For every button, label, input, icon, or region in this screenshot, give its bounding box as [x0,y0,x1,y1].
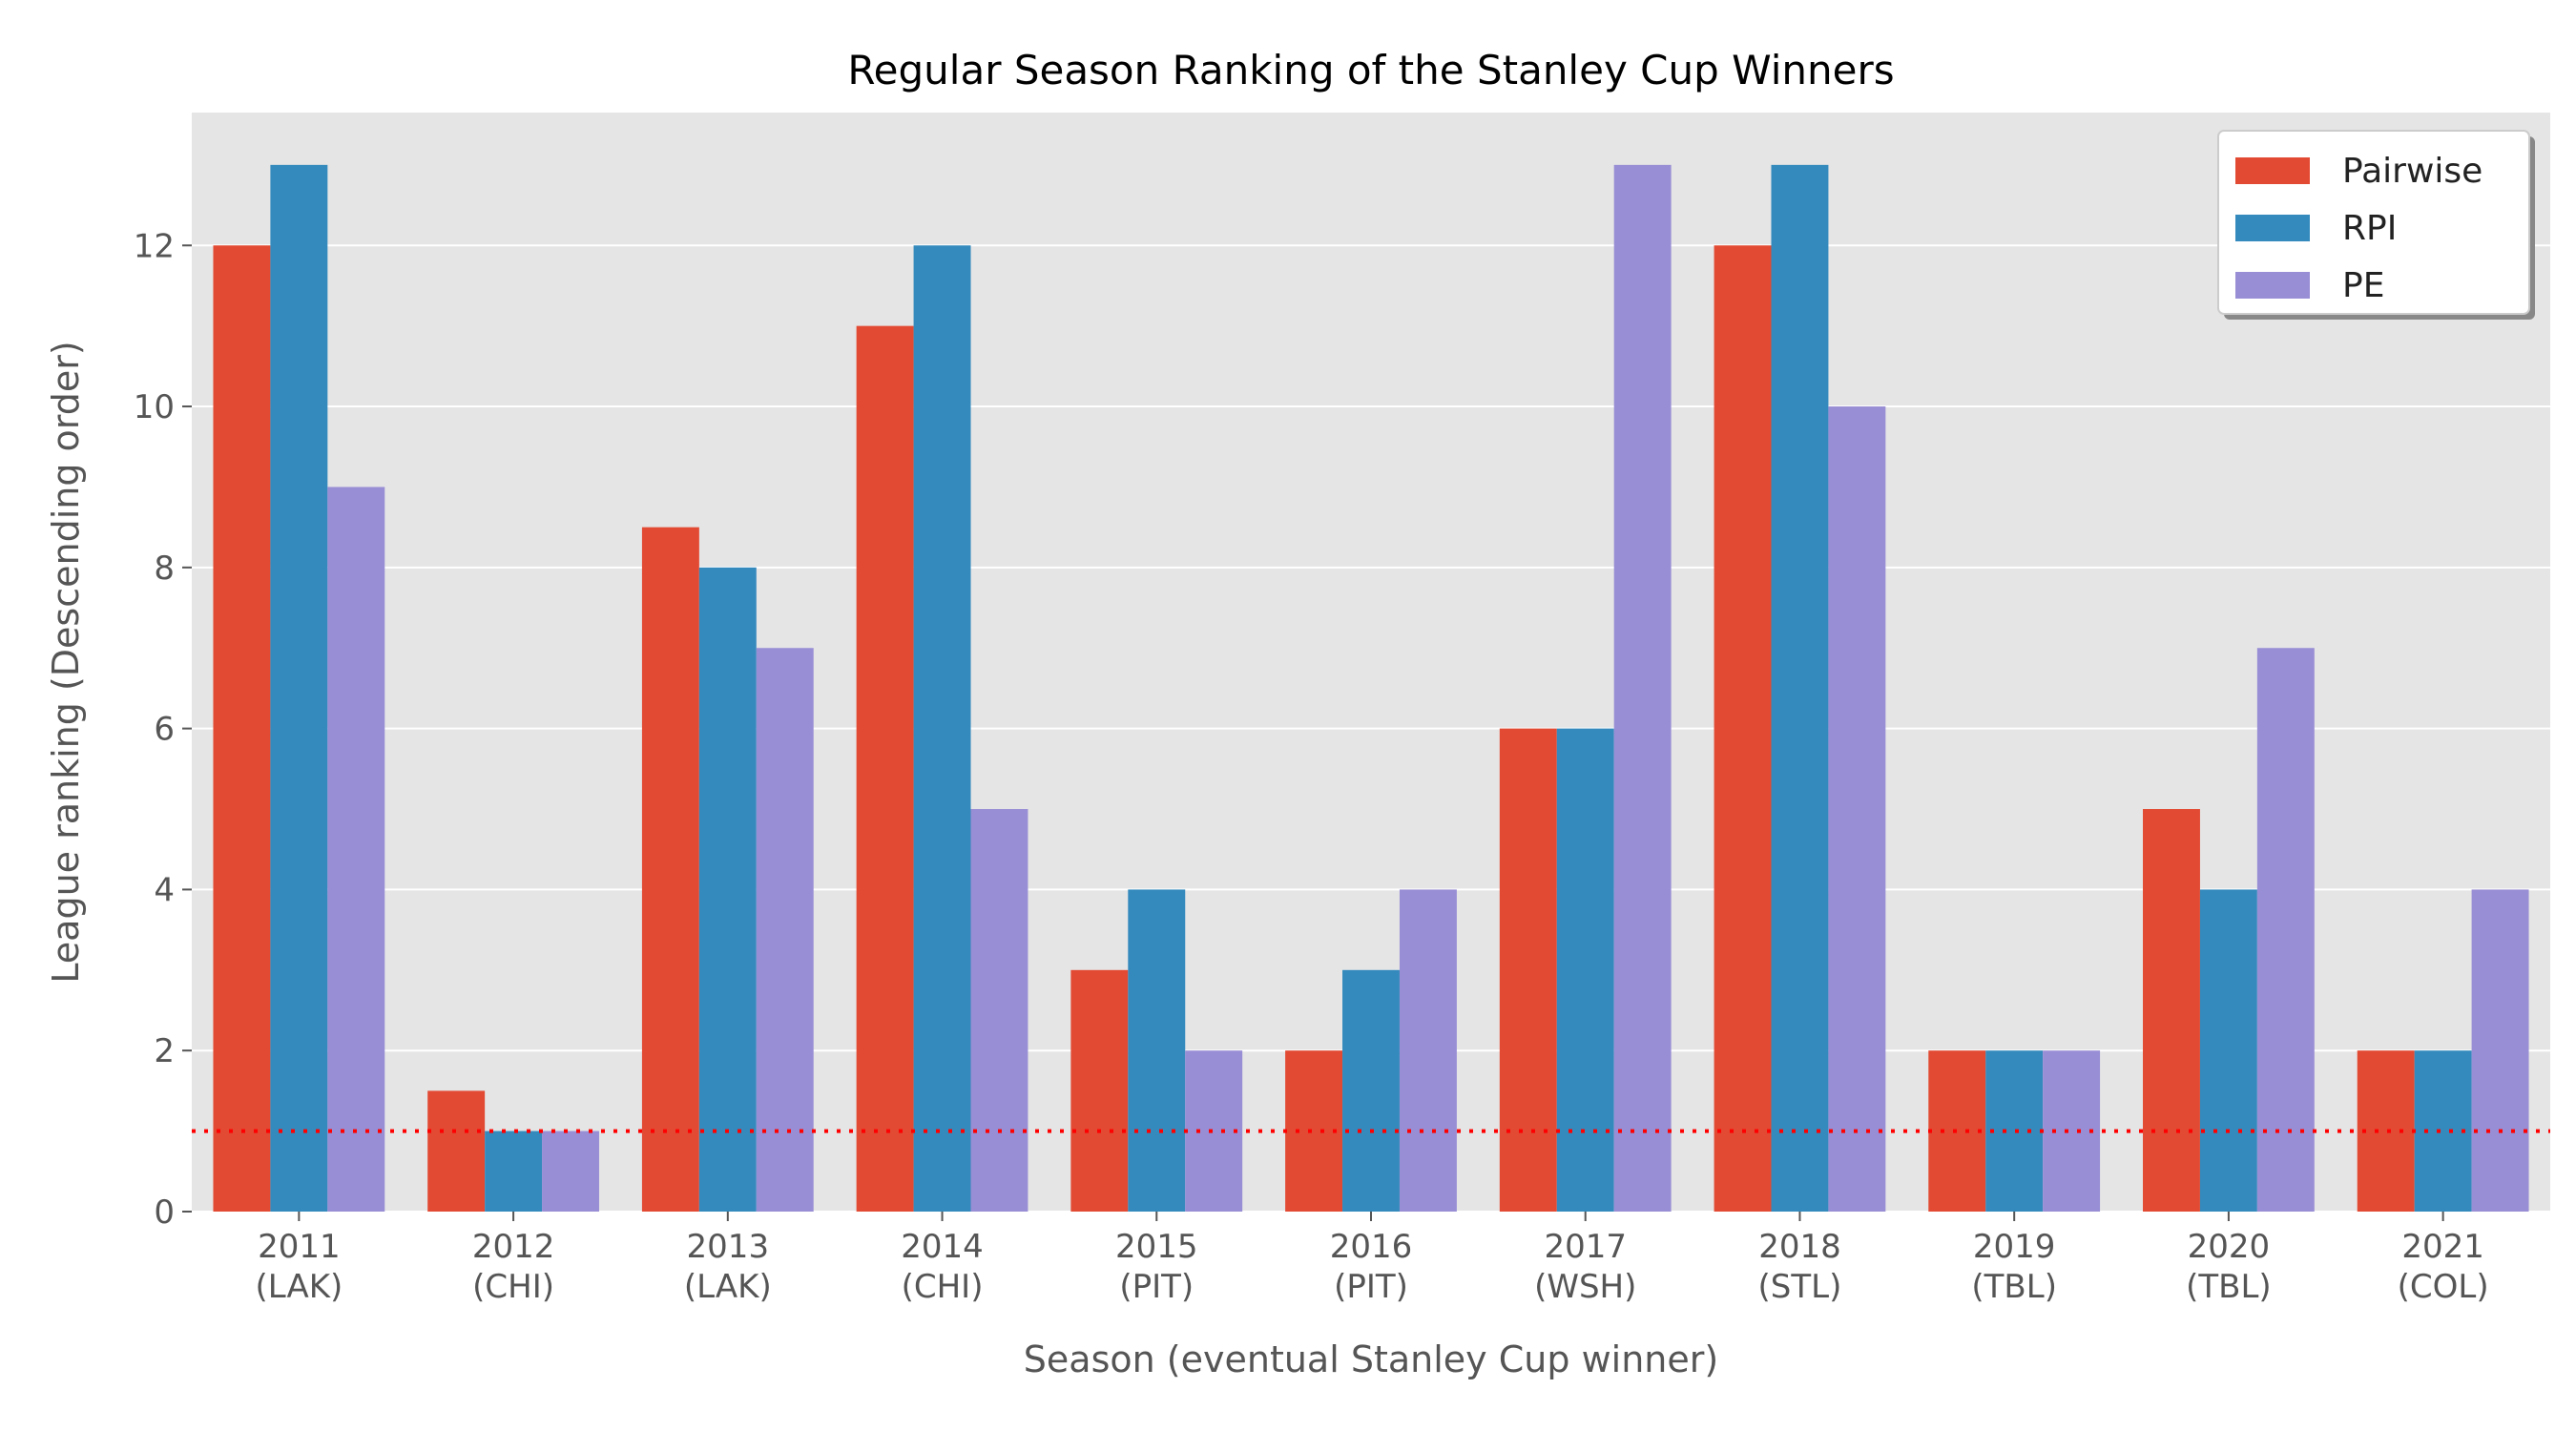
bar-pe-2014 [970,809,1028,1212]
x-tick-label-team: (LAK) [684,1268,772,1306]
bar-pairwise-2020 [2143,809,2200,1212]
x-tick-label-season: 2016 [1330,1228,1413,1266]
bar-pe-2021 [2471,889,2529,1212]
x-tick-label-season: 2018 [1758,1228,1841,1266]
bar-rpi-2014 [913,245,971,1212]
bar-pe-2012 [542,1130,599,1212]
bar-pe-2018 [1828,406,1886,1212]
x-tick-label-team: (LAK) [255,1268,343,1306]
x-tick-label-season: 2015 [1115,1228,1198,1266]
x-tick-label-team: (COL) [2398,1268,2489,1306]
bar-rpi-2012 [485,1130,543,1212]
x-tick-label-team: (STL) [1758,1268,1842,1306]
x-tick-label-team: (TBL) [1971,1268,2057,1306]
y-tick-label: 10 [134,388,175,426]
bar-pe-2013 [756,648,814,1212]
bar-rpi-2015 [1128,889,1186,1212]
x-tick-label-season: 2014 [901,1228,984,1266]
bar-pairwise-2019 [1928,1050,1986,1212]
x-tick-label-season: 2021 [2401,1228,2484,1266]
x-tick-label-team: (CHI) [472,1268,554,1306]
x-axis-label: Season (eventual Stanley Cup winner) [1024,1338,1718,1380]
bar-pairwise-2018 [1714,245,1772,1212]
bar-pairwise-2013 [641,527,699,1212]
bar-pairwise-2015 [1070,969,1129,1212]
bar-pairwise-2012 [427,1090,486,1212]
bar-pe-2011 [327,487,385,1212]
bar-pe-2016 [1399,889,1457,1212]
y-tick-label: 2 [154,1032,175,1070]
y-tick-label: 4 [154,871,175,909]
y-axis-label: League ranking (Descending order) [45,341,87,983]
y-tick-label: 0 [154,1193,175,1232]
x-tick-label-team: (WSH) [1534,1268,1636,1306]
x-tick-label-season: 2013 [687,1228,770,1266]
bar-pairwise-2017 [1499,728,1557,1212]
legend-swatch-pe [2235,272,2310,299]
x-tick-label-team: (CHI) [902,1268,984,1306]
bar-rpi-2019 [1985,1050,2044,1212]
legend-swatch-pairwise [2235,157,2310,184]
bars [213,164,2529,1213]
bar-rpi-2020 [2199,889,2257,1212]
x-tick-label-team: (PIT) [1119,1268,1194,1306]
y-tick-label: 12 [134,227,175,265]
legend-label-pairwise: Pairwise [2342,152,2483,191]
bar-rpi-2011 [270,164,328,1212]
bar-rpi-2013 [698,567,757,1212]
legend-label-rpi: RPI [2342,209,2397,248]
x-tick-label-season: 2019 [1973,1228,2056,1266]
bar-rpi-2017 [1556,728,1614,1212]
legend: Pairwise RPI PE [2217,130,2535,320]
bar-pairwise-2014 [856,325,914,1213]
x-tick-label-season: 2020 [2188,1228,2271,1266]
bar-pe-2017 [1613,164,1672,1212]
chart-title: Regular Season Ranking of the Stanley Cu… [847,47,1894,93]
legend-swatch-rpi [2235,215,2310,241]
x-tick-label-season: 2017 [1544,1228,1627,1266]
bar-pairwise-2011 [213,245,271,1212]
y-tick-label: 8 [154,550,175,588]
bar-rpi-2016 [1342,969,1400,1212]
bar-rpi-2018 [1771,164,1829,1212]
y-axis-ticks: 0 2 4 6 8 10 12 [134,227,192,1232]
y-tick-label: 6 [154,711,175,749]
bar-pairwise-2021 [2357,1050,2415,1212]
x-tick-label-team: (TBL) [2186,1268,2272,1306]
legend-label-pe: PE [2342,266,2384,305]
x-tick-label-team: (PIT) [1334,1268,1408,1306]
x-tick-label-season: 2011 [258,1228,341,1266]
bar-pe-2020 [2256,648,2315,1212]
x-axis-ticks: 2011(LAK)2012(CHI)2013(LAK)2014(CHI)2015… [255,1212,2489,1306]
x-tick-label-season: 2012 [472,1228,555,1266]
bar-pe-2015 [1185,1050,1243,1212]
